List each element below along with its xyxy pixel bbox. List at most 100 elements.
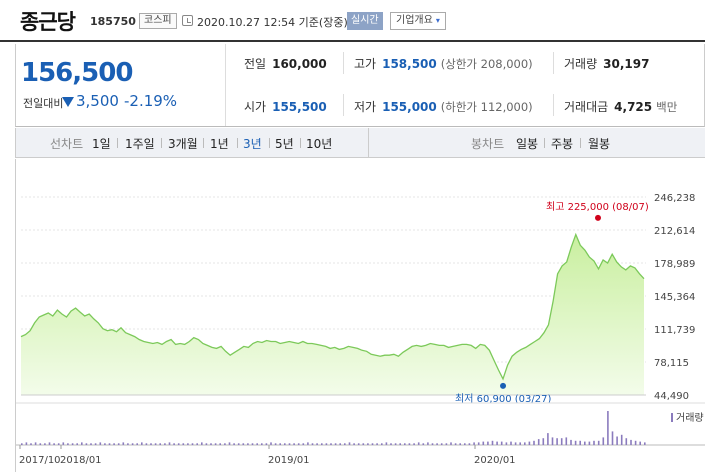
volume-bar	[71, 443, 74, 445]
volume-bar	[168, 442, 171, 445]
volume-bar	[487, 441, 489, 445]
volume-bar	[505, 442, 508, 445]
tab-separator	[544, 138, 545, 148]
realtime-button[interactable]: 실시간	[347, 12, 383, 30]
volume-bar	[376, 443, 378, 445]
volume-bar	[427, 442, 429, 445]
volume-bar	[593, 440, 595, 446]
volume-bar	[556, 438, 558, 445]
current-price: 156,500	[21, 58, 133, 88]
stat-sub: (하한가 112,000)	[440, 100, 533, 114]
volume-bar	[330, 443, 332, 445]
volume-bar	[597, 440, 600, 446]
volume-bar	[422, 443, 425, 445]
volume-bar	[150, 443, 152, 445]
volume-bar	[417, 442, 420, 445]
tab-separator	[161, 138, 162, 148]
tab-weekly[interactable]: 주봉	[551, 137, 574, 151]
x-tick-label: 2018/01	[60, 455, 102, 466]
change-label: 전일대비	[23, 97, 64, 110]
price-box: 156,500 전일대비 3,500 -2.19%	[16, 44, 226, 126]
volume-bar	[339, 443, 341, 445]
volume-bar	[113, 443, 115, 445]
volume-bar	[214, 443, 217, 445]
tab-separator	[269, 138, 270, 148]
volume-bar	[537, 439, 540, 445]
market-badge: 코스피	[139, 13, 177, 29]
tab-1d[interactable]: 1일	[92, 137, 111, 151]
stat-amount: 거래대금 4,725 백만	[564, 98, 677, 115]
volume-bar	[584, 441, 586, 445]
price-line	[20, 232, 645, 381]
volume-bar	[159, 443, 161, 445]
chart-tabs: 선차트 1일 1주일 3개월 1년 3년 5년 10년 봉차트 일봉 주봉 월봉	[15, 128, 705, 158]
volume-bar	[620, 434, 623, 445]
stat-value: 155,500	[272, 100, 327, 114]
tab-3y[interactable]: 3년	[243, 137, 262, 151]
volume-bar	[76, 443, 78, 445]
volume-bar	[588, 441, 591, 445]
tab-5y[interactable]: 5년	[275, 137, 294, 151]
clock-icon	[182, 15, 193, 26]
volume-bar	[514, 442, 517, 445]
company-info-dropdown[interactable]: 기업개요 ▾	[390, 12, 446, 30]
volume-legend: 거래량	[676, 412, 704, 424]
volume-bar	[625, 438, 628, 445]
volume-bar	[565, 437, 568, 446]
tab-1w[interactable]: 1주일	[125, 137, 155, 151]
volume-bar	[177, 443, 180, 445]
volume-bar	[468, 443, 471, 445]
x-tick-label: 2020/01	[474, 455, 516, 466]
price-summary: 156,500 전일대비 3,500 -2.19% 전일 160,000 고가 15…	[15, 44, 705, 127]
volume-bar	[560, 438, 563, 445]
tab-3m[interactable]: 3개월	[168, 137, 198, 151]
volume-bar	[570, 439, 572, 445]
volume-bar	[399, 443, 401, 445]
volume-bar	[293, 443, 295, 445]
volume-bar	[164, 443, 166, 445]
volume-bar	[141, 442, 143, 445]
volume-bar	[436, 443, 438, 445]
volume-bar	[454, 443, 457, 445]
timestamp: 2020.10.27 12:54 기준(장중)	[197, 16, 348, 29]
volume-bar	[316, 443, 318, 445]
volume-bar	[440, 443, 443, 445]
volume-bar	[579, 440, 581, 446]
volume-bar	[154, 443, 157, 445]
stat-label: 전일	[244, 57, 267, 71]
y-tick-label: 178,989	[654, 259, 695, 270]
volume-bar	[224, 443, 226, 445]
volume-bar	[371, 443, 374, 445]
stat-high: 고가 158,500 (상한가 208,000)	[354, 55, 533, 72]
volume-bar	[542, 438, 545, 445]
volume-bar	[431, 443, 434, 445]
volume-bar	[482, 441, 485, 445]
tab-1y[interactable]: 1년	[210, 137, 229, 151]
volume-bar	[108, 443, 111, 445]
tab-10y[interactable]: 10년	[306, 137, 333, 151]
stat-open: 시가 155,500	[244, 98, 327, 115]
volume-bar	[639, 441, 641, 445]
volume-bar	[344, 443, 346, 445]
min-label: 최저 60,900 (03/27)	[455, 393, 551, 405]
change-value: 3,500	[76, 92, 119, 110]
volume-bar	[602, 437, 605, 446]
volume-bar	[362, 443, 365, 445]
x-tick-label: 2017/10	[19, 455, 61, 466]
price-chart: 246,238 212,614 178,989 145,364 111,739 78,11…	[15, 159, 705, 472]
volume-bar	[547, 433, 549, 445]
volume-bar	[201, 442, 203, 445]
volume-bar	[251, 443, 254, 445]
tab-monthly[interactable]: 월봉	[588, 137, 611, 151]
volume-bar	[611, 431, 614, 445]
stat-sub: (상한가 208,000)	[440, 57, 533, 71]
tab-daily[interactable]: 일봉	[516, 137, 539, 151]
volume-bar	[274, 443, 277, 445]
y-tick-label: 44,490	[654, 391, 689, 402]
volume-bar	[25, 442, 28, 445]
volume-bar	[616, 436, 618, 445]
stat-unit: 백만	[656, 100, 678, 114]
stat-label: 거래량	[564, 57, 598, 71]
stat-prev-close: 전일 160,000	[244, 55, 327, 72]
volume-bar	[228, 442, 231, 445]
